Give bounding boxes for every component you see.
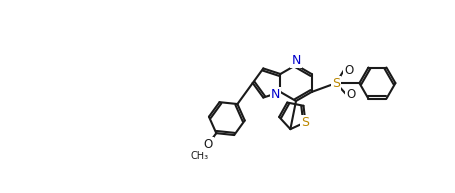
Text: O: O [346, 88, 356, 101]
Text: N: N [291, 53, 301, 67]
Text: N: N [271, 89, 280, 102]
Text: O: O [344, 64, 354, 77]
Text: CH₃: CH₃ [191, 151, 209, 161]
Text: S: S [301, 116, 309, 129]
Text: O: O [203, 138, 212, 151]
Text: S: S [332, 77, 340, 90]
